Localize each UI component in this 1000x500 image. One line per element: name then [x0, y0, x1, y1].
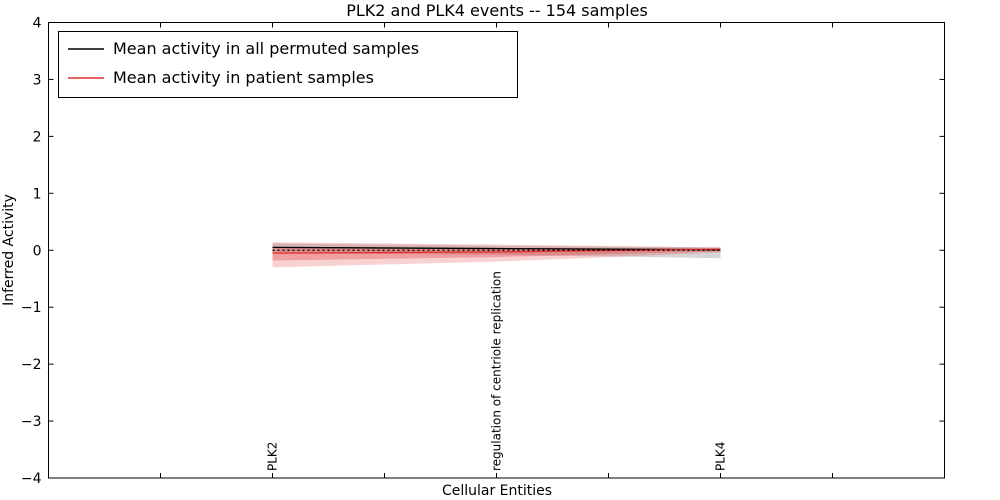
series-line [272, 246, 721, 251]
y-tick-label: −4 [21, 471, 42, 487]
lines-layer [272, 246, 721, 254]
chart-title: PLK2 and PLK4 events -- 154 samples [346, 1, 648, 20]
plot-frame [48, 22, 945, 479]
x-category-label: PLK4 [714, 442, 728, 471]
legend-label-patient: Mean activity in patient samples [113, 68, 374, 87]
x-category-label: PLK2 [266, 442, 280, 471]
y-tick-label: 0 [33, 243, 42, 259]
y-tick-label: −1 [21, 300, 42, 316]
y-tick-label: 4 [33, 16, 42, 32]
confidence-band [272, 243, 721, 259]
y-tick-label: 3 [33, 72, 42, 88]
x-axis-label: Cellular Entities [442, 483, 552, 499]
legend-label-permuted: Mean activity in all permuted samples [113, 39, 419, 58]
y-tick-label: 1 [33, 186, 42, 202]
legend: Mean activity in all permuted samples Me… [58, 31, 518, 98]
y-tick-label: −2 [21, 357, 42, 373]
y-axis-label: Inferred Activity [1, 194, 17, 306]
y-tick-label: −3 [21, 414, 42, 430]
series-line [272, 248, 721, 254]
x-category-label: regulation of centriole replication [490, 271, 504, 471]
legend-box [58, 31, 518, 98]
y-tick-label: 2 [33, 129, 42, 145]
axes-layer: 4 3 2 1 0 −1 −2 −3 −4 PLK2 regulation of centriole… [21, 16, 945, 487]
